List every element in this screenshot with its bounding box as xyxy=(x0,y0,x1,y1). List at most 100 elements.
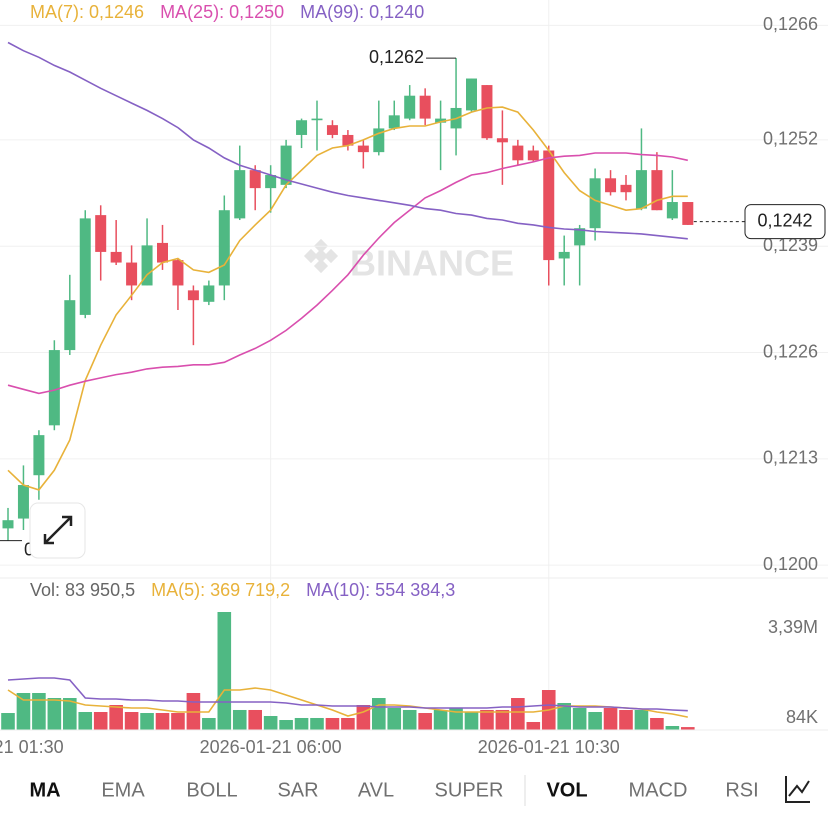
indicator-tab[interactable]: MACD xyxy=(629,779,688,801)
y-tick-label: 0,1239 xyxy=(763,235,818,255)
ma-line xyxy=(7,41,688,240)
volume-bar xyxy=(665,725,680,730)
max-label: 0,1262 xyxy=(369,47,424,67)
volume-bar xyxy=(202,717,216,730)
watermark-logo xyxy=(303,238,339,274)
candle-body xyxy=(496,138,508,143)
x-tick-label: 2026-01-21 10:30 xyxy=(478,737,620,757)
volume-bar xyxy=(279,720,293,730)
ma-line xyxy=(7,152,688,395)
candle-body xyxy=(543,150,555,261)
indicator-tab[interactable]: BOLL xyxy=(186,779,237,801)
candle-body xyxy=(141,245,153,286)
candle-body xyxy=(605,178,617,193)
volume-bar xyxy=(93,712,108,730)
volume-bar xyxy=(557,702,571,730)
expand-icon xyxy=(43,515,73,545)
indicator-tab[interactable]: RSI xyxy=(725,779,758,801)
candle-body xyxy=(682,202,694,225)
y-tick-label: 0,1213 xyxy=(763,448,818,468)
candle-body xyxy=(388,115,400,129)
candle-body xyxy=(203,285,215,302)
candle-body xyxy=(651,170,663,211)
ma-line xyxy=(7,106,688,491)
candle-body xyxy=(79,218,91,315)
volume-bar xyxy=(619,709,633,730)
candle-body xyxy=(234,170,246,219)
candle-body xyxy=(512,145,524,161)
candle-body xyxy=(527,150,539,161)
candle-body xyxy=(280,145,292,185)
candle-body xyxy=(620,184,632,193)
volume-bar xyxy=(310,717,324,730)
candle-body xyxy=(48,350,60,426)
volume-bar xyxy=(634,709,649,730)
volume-bar xyxy=(480,709,494,730)
candle-body xyxy=(265,175,277,189)
volume-bar xyxy=(681,727,695,730)
indicator-tab[interactable]: VOL xyxy=(546,779,587,801)
candle-body xyxy=(357,145,369,153)
candle-body xyxy=(342,134,354,146)
candle-body xyxy=(558,251,570,259)
y-tick-label: 0,1200 xyxy=(763,554,818,574)
volume-bar xyxy=(650,717,664,730)
volume-bar xyxy=(294,717,309,730)
indicator-tab[interactable]: MA xyxy=(29,779,60,801)
candle-body xyxy=(481,85,493,139)
settings-icon[interactable] xyxy=(785,776,810,803)
indicator-tab[interactable]: AVL xyxy=(358,779,394,801)
candle-body xyxy=(574,228,586,246)
legend-entry: MA(25): 0,1250 xyxy=(160,2,284,22)
candle-body xyxy=(64,300,76,351)
y-tick-label: 0,1226 xyxy=(763,341,818,361)
candle-body xyxy=(419,95,431,119)
volume-bar xyxy=(63,698,77,730)
volume-bar xyxy=(387,708,402,730)
candle-body xyxy=(326,125,338,135)
volume-bar xyxy=(1,713,15,730)
volume-bar xyxy=(495,709,510,730)
volume-bar xyxy=(263,716,278,730)
candle-body xyxy=(33,435,45,476)
volume-bar xyxy=(603,708,618,730)
last-price-label: 0,1242 xyxy=(757,210,812,230)
legend-entry: MA(99): 0,1240 xyxy=(300,2,424,22)
x-tick-label: 2026-01-21 06:00 xyxy=(200,737,342,757)
last-price-box xyxy=(744,204,826,240)
y-tick-label: 3,39M xyxy=(768,617,818,637)
volume-bar xyxy=(341,717,355,730)
candle-body xyxy=(589,178,601,229)
volume-bar xyxy=(572,708,587,730)
volume-bar xyxy=(109,705,123,730)
candle-body xyxy=(249,170,261,189)
volume-bar xyxy=(325,717,340,730)
candle-body xyxy=(311,118,323,121)
legend-entry: MA(5): 369 719,2 xyxy=(151,580,290,600)
indicator-tab[interactable]: SAR xyxy=(277,779,318,801)
volume-bar xyxy=(511,698,525,730)
indicator-tab[interactable]: EMA xyxy=(101,779,145,801)
volume-bar xyxy=(47,698,62,730)
volume-bar xyxy=(356,705,371,730)
candle-body xyxy=(2,520,14,529)
ma-line xyxy=(7,677,688,712)
candle-body xyxy=(110,251,122,263)
candle-body xyxy=(666,202,678,219)
volume-bar xyxy=(248,709,262,730)
candle-body xyxy=(172,260,184,286)
volume-bar xyxy=(124,712,139,730)
volume-bar xyxy=(217,612,232,730)
volume-bar xyxy=(16,692,31,730)
volume-bar xyxy=(418,713,432,730)
candle-body xyxy=(435,118,447,123)
watermark: BINANCE xyxy=(350,243,514,284)
candle-body xyxy=(296,120,308,135)
indicator-tab[interactable]: SUPER xyxy=(435,779,504,801)
volume-bar xyxy=(526,721,541,730)
candle-body xyxy=(17,485,29,519)
volume-bar xyxy=(232,709,247,730)
candle-body xyxy=(126,262,138,286)
volume-bar xyxy=(155,713,170,730)
